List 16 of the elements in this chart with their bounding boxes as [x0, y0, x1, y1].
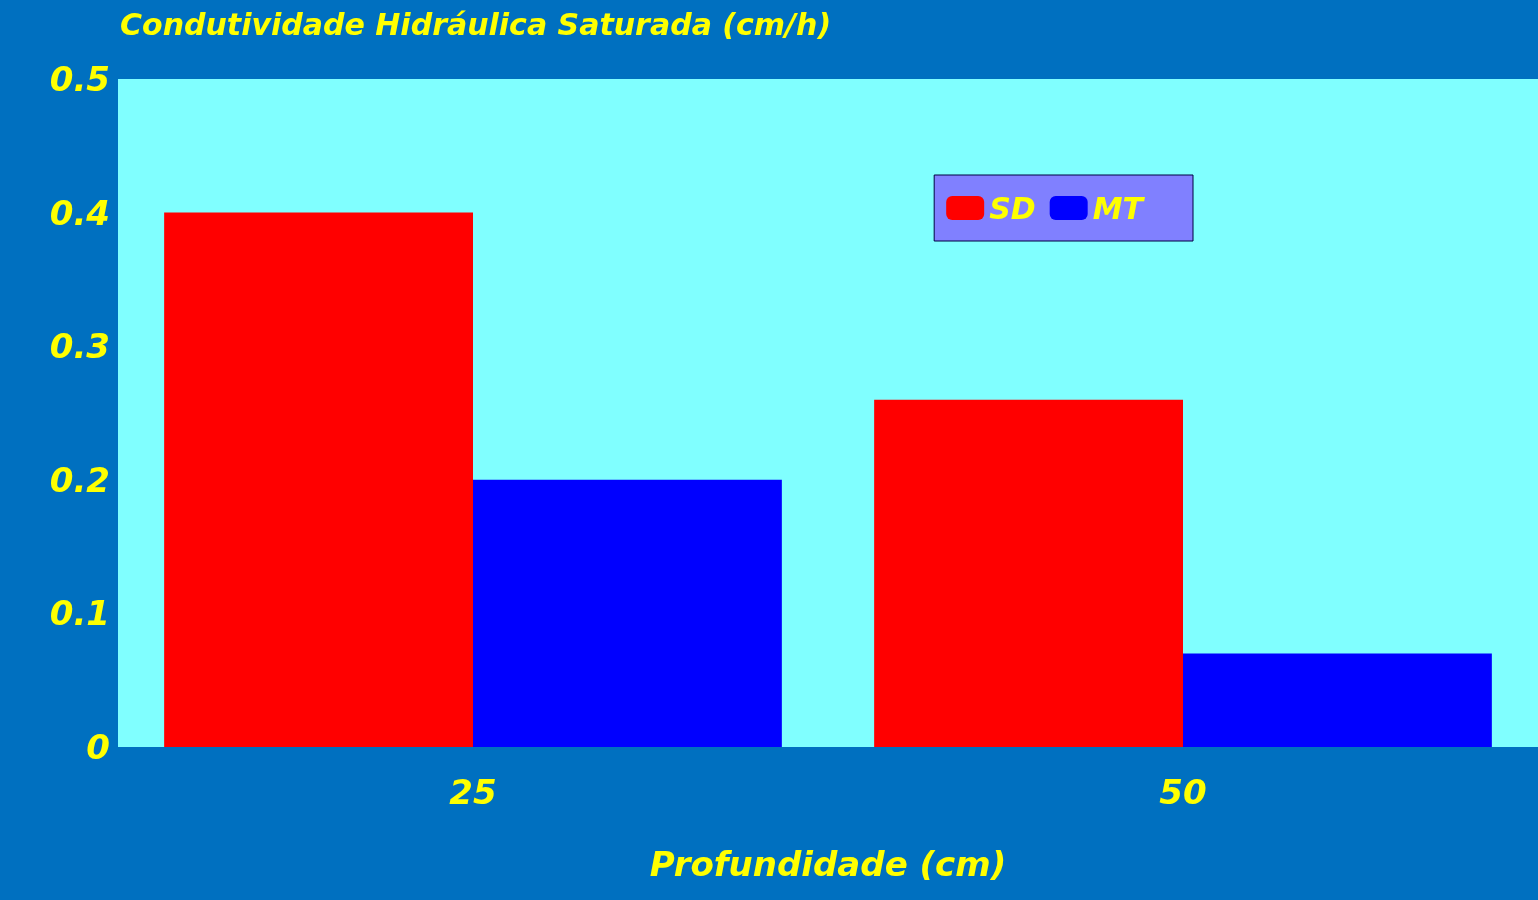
bar — [473, 479, 782, 747]
bar — [1183, 653, 1492, 747]
x-tick-label: 50 — [1159, 772, 1207, 812]
chart-title: Condutividade Hidráulica Saturada (cm/h) — [120, 6, 832, 42]
y-tick-label: 0.5 — [49, 59, 110, 99]
legend-label: SD — [989, 190, 1036, 226]
bar — [874, 399, 1183, 747]
legend-label: MT — [1092, 190, 1146, 226]
y-tick-label: 0.4 — [49, 192, 110, 233]
x-tick-label: 25 — [449, 772, 497, 812]
x-axis-title: Profundidade (cm) — [649, 844, 1007, 884]
y-tick-label: 0.1 — [49, 593, 110, 634]
y-tick-label: 0.2 — [49, 459, 110, 500]
bar — [164, 212, 473, 747]
y-tick-label: 0.3 — [49, 326, 110, 367]
y-tick-label: 0 — [86, 727, 110, 767]
